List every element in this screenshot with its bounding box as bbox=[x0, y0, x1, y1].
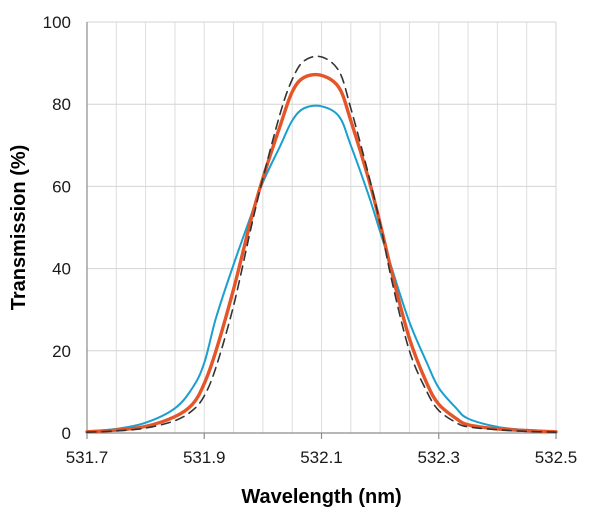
series-layer bbox=[85, 55, 558, 434]
x-tick-label: 532.1 bbox=[300, 448, 343, 467]
y-tick-label: 0 bbox=[62, 424, 71, 443]
y-tick-label: 80 bbox=[52, 95, 71, 114]
x-tick-label: 531.9 bbox=[183, 448, 226, 467]
axis-layer: 531.7 531.9 532.1 532.3 532.5 0 20 40 60 80 100 bbox=[43, 13, 578, 467]
label-layer: Wavelength (nm) Transmission (%) bbox=[8, 145, 402, 508]
x-tick-label: 532.5 bbox=[535, 448, 578, 467]
series-line-blue bbox=[86, 104, 557, 433]
x-tick-label: 532.3 bbox=[417, 448, 460, 467]
y-axis-title: Transmission (%) bbox=[8, 145, 30, 311]
y-tick-label: 100 bbox=[43, 13, 71, 32]
series-line-dashed bbox=[86, 55, 557, 433]
y-tick-label: 60 bbox=[52, 177, 71, 196]
x-tick-label: 531.7 bbox=[66, 448, 109, 467]
grid-layer bbox=[87, 21, 557, 433]
series-line-orange bbox=[85, 72, 558, 434]
x-axis-title: Wavelength (nm) bbox=[241, 486, 401, 508]
y-tick-label: 40 bbox=[52, 260, 71, 279]
y-tick-label: 20 bbox=[52, 342, 71, 361]
